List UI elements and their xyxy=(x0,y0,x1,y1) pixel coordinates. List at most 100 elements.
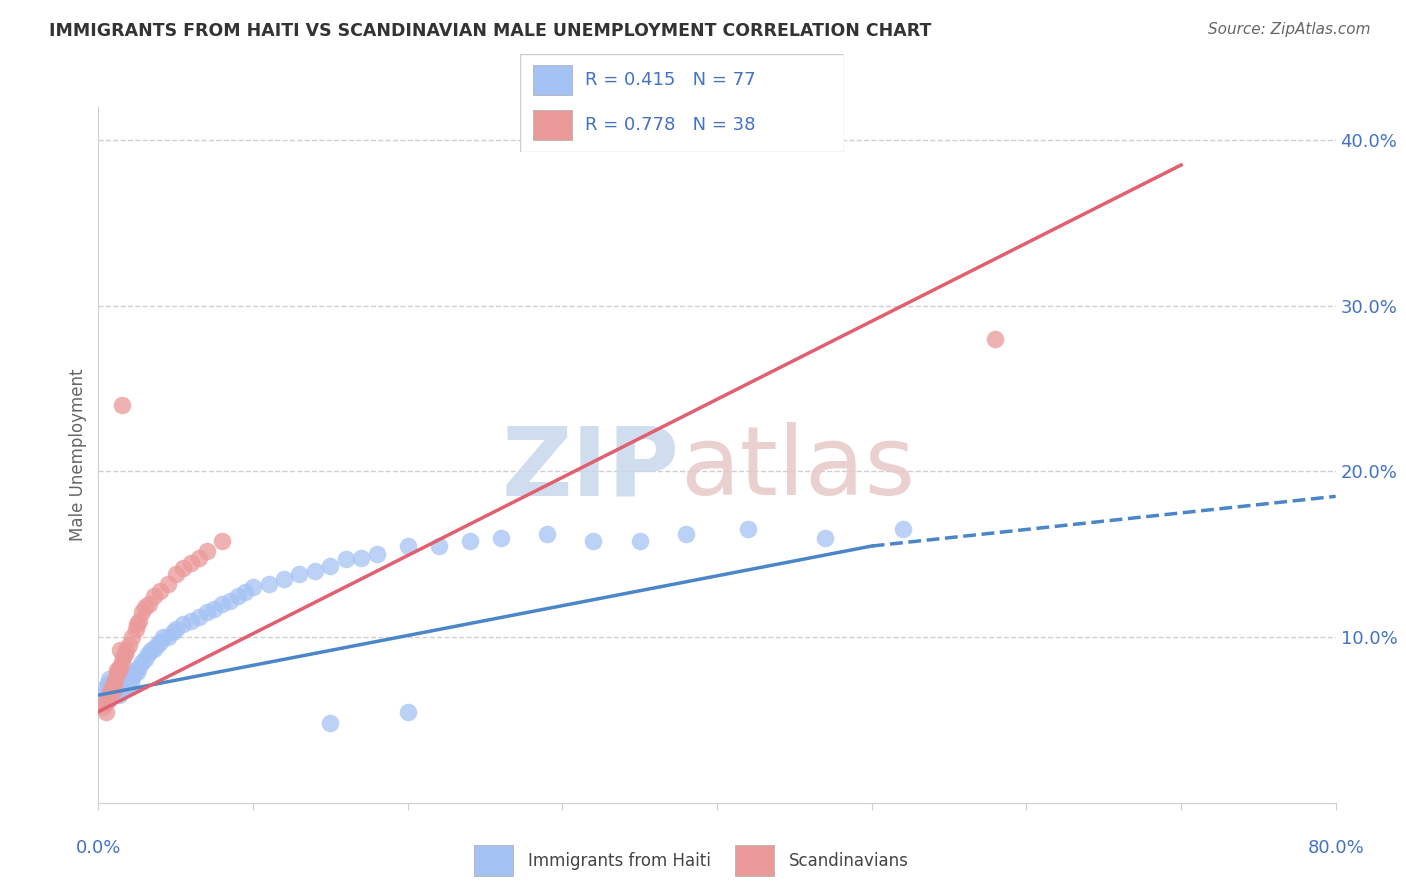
Point xyxy=(98,672,121,686)
Point xyxy=(118,672,141,686)
Point xyxy=(112,650,135,665)
Point xyxy=(165,567,187,582)
Point xyxy=(121,670,143,684)
Point xyxy=(97,693,120,707)
Text: Immigrants from Haiti: Immigrants from Haiti xyxy=(529,852,711,870)
Bar xyxy=(474,846,513,876)
Point xyxy=(105,666,128,681)
Point xyxy=(100,688,122,702)
Point xyxy=(273,572,295,586)
Point xyxy=(128,660,150,674)
Point xyxy=(350,550,373,565)
Text: 0.0%: 0.0% xyxy=(76,839,121,857)
Point xyxy=(195,605,218,619)
Point xyxy=(107,688,129,702)
Point xyxy=(226,589,249,603)
Point xyxy=(139,643,162,657)
Point xyxy=(204,602,226,616)
Point xyxy=(108,660,131,674)
Point xyxy=(96,705,118,719)
Point xyxy=(105,672,128,686)
Point xyxy=(108,674,131,689)
Text: atlas: atlas xyxy=(681,422,915,516)
Point xyxy=(103,683,125,698)
Bar xyxy=(533,111,572,140)
Point xyxy=(124,663,146,677)
Text: Scandinavians: Scandinavians xyxy=(789,852,908,870)
Point xyxy=(814,531,837,545)
Point xyxy=(111,676,132,690)
Point xyxy=(396,705,419,719)
Point xyxy=(103,676,125,690)
Point xyxy=(427,539,450,553)
Point xyxy=(108,678,131,692)
Point xyxy=(134,651,156,665)
Point xyxy=(319,716,342,731)
Point xyxy=(157,630,180,644)
Point xyxy=(114,678,136,692)
Point xyxy=(124,622,146,636)
FancyBboxPatch shape xyxy=(520,54,844,152)
Point xyxy=(103,674,125,689)
Text: R = 0.415   N = 77: R = 0.415 N = 77 xyxy=(585,71,755,89)
Point xyxy=(97,676,120,690)
Point xyxy=(103,685,125,699)
Point xyxy=(172,616,194,631)
Point xyxy=(93,697,115,711)
Point xyxy=(219,593,242,607)
Point xyxy=(366,547,388,561)
Point xyxy=(104,676,127,690)
Point xyxy=(165,622,187,636)
Point xyxy=(105,683,128,698)
Point xyxy=(91,699,114,714)
Point xyxy=(114,647,136,661)
Point xyxy=(111,398,132,412)
Point xyxy=(143,589,166,603)
Point xyxy=(118,639,141,653)
Y-axis label: Male Unemployment: Male Unemployment xyxy=(69,368,87,541)
Point xyxy=(211,597,233,611)
Point xyxy=(107,680,129,694)
Point xyxy=(101,680,124,694)
Point xyxy=(149,635,172,649)
Point xyxy=(131,605,153,619)
Point xyxy=(675,527,697,541)
Point xyxy=(582,534,605,549)
Point xyxy=(138,597,160,611)
Point xyxy=(180,614,202,628)
Point xyxy=(97,693,120,707)
Point xyxy=(101,688,124,702)
Point xyxy=(242,581,264,595)
Point xyxy=(157,577,180,591)
Point xyxy=(136,647,159,661)
Point xyxy=(101,683,124,698)
Point xyxy=(149,583,172,598)
Text: Source: ZipAtlas.com: Source: ZipAtlas.com xyxy=(1208,22,1371,37)
Text: ZIP: ZIP xyxy=(502,422,681,516)
Point xyxy=(162,625,184,640)
Point xyxy=(143,641,166,656)
Point xyxy=(188,550,211,565)
Point xyxy=(112,680,135,694)
Point xyxy=(188,610,211,624)
Point xyxy=(146,639,169,653)
Point xyxy=(127,616,149,631)
Bar xyxy=(734,846,773,876)
Point xyxy=(111,683,132,698)
Point xyxy=(112,672,135,686)
Text: IMMIGRANTS FROM HAITI VS SCANDINAVIAN MALE UNEMPLOYMENT CORRELATION CHART: IMMIGRANTS FROM HAITI VS SCANDINAVIAN MA… xyxy=(49,22,932,40)
Point xyxy=(120,676,142,690)
Point xyxy=(127,665,149,679)
Point xyxy=(96,680,118,694)
Point xyxy=(100,680,122,694)
Point xyxy=(117,680,139,694)
Point xyxy=(288,567,311,582)
Point xyxy=(195,544,218,558)
Point xyxy=(891,523,914,537)
Point xyxy=(489,531,512,545)
Point xyxy=(104,672,127,686)
Point xyxy=(122,666,145,681)
Point xyxy=(98,683,121,698)
Point xyxy=(115,643,138,657)
Point xyxy=(107,663,129,677)
